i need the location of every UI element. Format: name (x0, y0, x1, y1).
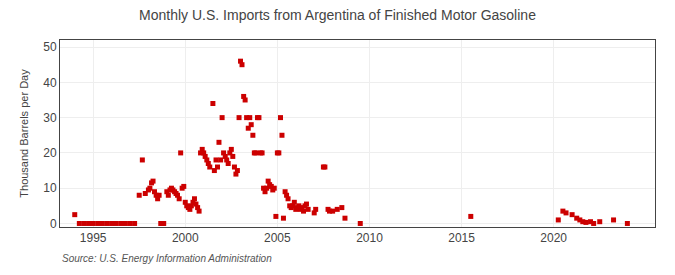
svg-text:10: 10 (43, 181, 57, 195)
svg-text:Source: U.S. Energy Informatio: Source: U.S. Energy Information Administ… (62, 253, 272, 264)
svg-text:2005: 2005 (264, 231, 291, 245)
svg-text:1995: 1995 (80, 231, 107, 245)
svg-text:30: 30 (43, 111, 57, 125)
svg-text:40: 40 (43, 76, 57, 90)
svg-text:2010: 2010 (356, 231, 383, 245)
svg-text:2015: 2015 (448, 231, 475, 245)
svg-text:Monthly U.S. Imports from Arge: Monthly U.S. Imports from Argentina of F… (139, 7, 536, 23)
svg-text:20: 20 (43, 146, 57, 160)
svg-text:2020: 2020 (540, 231, 567, 245)
svg-text:50: 50 (43, 40, 57, 54)
svg-text:0: 0 (50, 217, 57, 231)
svg-text:Thousand Barrels per Day: Thousand Barrels per Day (18, 69, 30, 198)
svg-text:2000: 2000 (172, 231, 199, 245)
